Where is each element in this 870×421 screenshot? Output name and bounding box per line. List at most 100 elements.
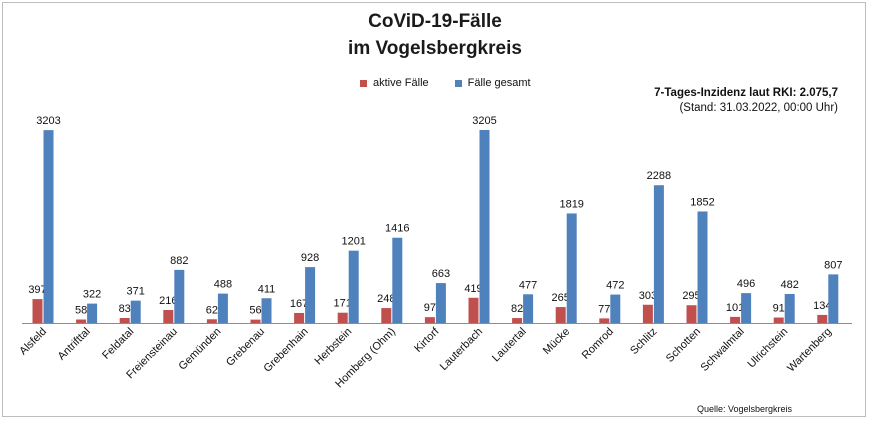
legend-item-active: aktive Fälle: [360, 77, 429, 89]
bar-active: [468, 297, 479, 323]
chart-frame: [2, 2, 866, 417]
data-label-active: 419: [464, 283, 482, 295]
data-label-total: 496: [737, 278, 755, 290]
incidence-value: 7-Tages-Inzidenz laut RKI: 2.075,7: [654, 87, 838, 99]
bar-total: [217, 293, 228, 323]
bar-total: [741, 293, 752, 323]
data-label-active: 77: [598, 303, 610, 315]
category-label: Grebenhain: [262, 326, 311, 375]
bar-active: [294, 312, 305, 323]
bar-active: [119, 318, 130, 323]
legend-label-total: Fälle gesamt: [467, 77, 531, 89]
data-label-total: 1819: [559, 198, 583, 210]
legend-swatch-total: [454, 79, 462, 87]
data-label-total: 411: [258, 283, 276, 295]
bar-active: [424, 317, 435, 323]
chart-title: CoViD-19-Fälle: [368, 11, 502, 32]
legend-label-active: aktive Fälle: [373, 77, 429, 89]
data-label-active: 397: [28, 284, 46, 296]
category-label: Lauterbach: [438, 326, 485, 373]
data-label-total: 1201: [341, 236, 365, 248]
data-label-total: 663: [432, 268, 450, 280]
bar-total: [828, 274, 839, 323]
data-label-total: 322: [83, 289, 101, 301]
data-label-active: 101: [726, 302, 744, 314]
legend-swatch-active: [360, 79, 367, 87]
category-label: Ulrichstein: [746, 326, 791, 371]
bar-total: [130, 300, 141, 323]
data-label-active: 216: [159, 295, 177, 307]
bar-active: [163, 309, 174, 323]
bar-total: [392, 237, 403, 323]
data-label-total: 3203: [36, 115, 60, 127]
data-label-total: 477: [519, 279, 537, 291]
bar-active: [381, 308, 392, 323]
data-label-total: 1852: [690, 196, 714, 208]
category-label: Mücke: [541, 326, 572, 357]
category-label: Schlitz: [628, 326, 659, 357]
category-label: Antrifttal: [56, 326, 93, 363]
bar-total: [653, 185, 664, 323]
incidence-date: (Stand: 31.03.2022, 00:00 Uhr): [679, 102, 838, 114]
category-label: Romrod: [580, 326, 616, 362]
data-label-active: 167: [290, 298, 308, 310]
incidence-annotation: 7-Tages-Inzidenz laut RKI: 2.075,7 (Stan…: [654, 86, 838, 116]
bar-active: [642, 304, 653, 323]
bar-active: [32, 299, 43, 323]
data-label-active: 83: [119, 303, 131, 315]
bar-active: [555, 307, 566, 323]
legend: aktive Fälle Fälle gesamt: [360, 77, 557, 89]
bar-active: [206, 319, 217, 323]
bar-active: [817, 314, 828, 323]
data-label-total: 928: [301, 252, 319, 264]
data-label-active: 248: [377, 293, 395, 305]
category-label: Schwalmtal: [698, 326, 746, 374]
category-label: Schotten: [664, 326, 703, 365]
data-label-active: 295: [682, 290, 700, 302]
bar-total: [784, 293, 795, 323]
data-label-total: 2288: [647, 170, 671, 182]
category-label: Gemünden: [177, 326, 224, 373]
data-label-total: 371: [127, 286, 145, 298]
data-label-active: 82: [511, 303, 523, 315]
bar-total: [566, 213, 577, 323]
category-label: Kirtorf: [412, 325, 442, 355]
data-label-total: 1416: [385, 223, 409, 235]
legend-item-total: Fälle gesamt: [454, 77, 531, 89]
category-label: Herbstein: [313, 326, 355, 368]
category-label: Lautertal: [490, 326, 529, 365]
data-label-active: 62: [206, 304, 218, 316]
data-label-active: 91: [773, 303, 785, 315]
bar-active: [512, 318, 523, 323]
data-label-total: 3205: [472, 115, 496, 127]
category-label: Wartenberg: [785, 326, 834, 375]
data-label-total: 472: [606, 280, 624, 292]
bar-total: [43, 130, 54, 323]
data-label-total: 882: [170, 255, 188, 267]
bar-total: [305, 267, 316, 323]
data-label-active: 303: [639, 290, 657, 302]
category-label: Grebenau: [224, 326, 267, 369]
bar-active: [773, 317, 784, 323]
bar-total: [697, 211, 708, 323]
bar-total: [174, 269, 185, 323]
bar-active: [337, 312, 348, 323]
bar-total: [348, 250, 359, 323]
bar-total: [523, 294, 534, 323]
data-label-total: 482: [781, 279, 799, 291]
bar-total: [479, 130, 490, 323]
bar-active: [599, 318, 610, 323]
bar-active: [686, 305, 697, 323]
bar-active: [250, 319, 261, 323]
chart-subtitle: im Vogelsbergkreis: [348, 38, 522, 59]
source-note: Quelle: Vogelsbergkreis: [697, 404, 793, 414]
data-label-active: 58: [75, 305, 87, 317]
bar-total: [435, 283, 446, 323]
category-label: Feldatal: [100, 326, 136, 362]
data-label-active: 97: [424, 302, 436, 314]
data-label-total: 807: [824, 259, 842, 271]
bar-total: [261, 298, 272, 323]
bar-total: [610, 294, 621, 323]
bar-active: [76, 319, 87, 323]
